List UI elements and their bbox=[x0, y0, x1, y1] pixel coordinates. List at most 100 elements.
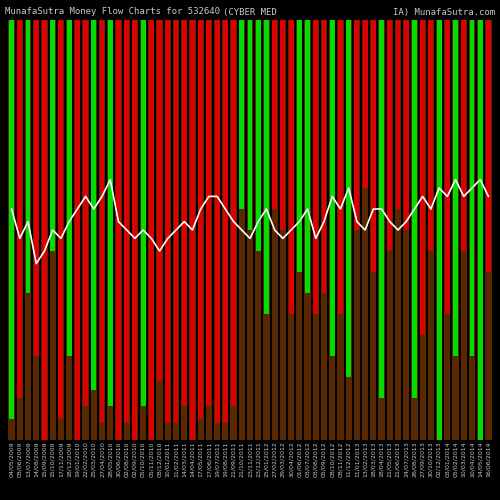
Bar bbox=[264, 20, 270, 440]
Bar bbox=[469, 20, 475, 440]
Bar bbox=[8, 20, 14, 440]
Bar bbox=[470, 20, 474, 356]
Bar bbox=[182, 20, 186, 406]
Bar bbox=[238, 20, 245, 440]
Bar bbox=[83, 20, 88, 406]
Bar bbox=[33, 20, 40, 440]
Bar bbox=[428, 20, 434, 251]
Bar bbox=[214, 20, 220, 423]
Bar bbox=[395, 20, 401, 440]
Bar bbox=[16, 20, 23, 440]
Bar bbox=[58, 20, 64, 419]
Bar bbox=[50, 20, 55, 251]
Bar bbox=[90, 20, 97, 440]
Bar bbox=[412, 20, 418, 440]
Bar bbox=[404, 20, 408, 230]
Bar bbox=[288, 20, 294, 314]
Bar bbox=[107, 20, 114, 440]
Bar bbox=[66, 20, 71, 356]
Text: (CYBER MED: (CYBER MED bbox=[223, 8, 277, 16]
Bar bbox=[156, 20, 162, 440]
Bar bbox=[132, 20, 138, 440]
Bar bbox=[198, 20, 204, 440]
Bar bbox=[264, 20, 269, 314]
Bar bbox=[486, 20, 492, 440]
Bar bbox=[460, 20, 467, 440]
Bar bbox=[420, 20, 426, 440]
Bar bbox=[412, 20, 417, 398]
Bar bbox=[230, 20, 236, 440]
Bar bbox=[477, 20, 484, 440]
Bar bbox=[378, 20, 384, 440]
Bar bbox=[99, 20, 105, 440]
Bar bbox=[371, 20, 376, 272]
Bar bbox=[148, 20, 154, 440]
Bar bbox=[428, 20, 434, 440]
Bar bbox=[18, 20, 22, 398]
Bar bbox=[330, 20, 334, 356]
Bar bbox=[34, 20, 38, 356]
Bar bbox=[436, 20, 442, 440]
Bar bbox=[314, 20, 318, 314]
Bar bbox=[25, 20, 31, 440]
Bar bbox=[288, 20, 294, 440]
Bar bbox=[82, 20, 88, 440]
Bar bbox=[321, 20, 327, 440]
Bar bbox=[173, 20, 179, 440]
Bar bbox=[396, 20, 400, 209]
Bar bbox=[50, 20, 56, 440]
Bar bbox=[312, 20, 319, 440]
Bar bbox=[420, 20, 425, 335]
Bar bbox=[132, 20, 138, 440]
Bar bbox=[462, 20, 466, 251]
Bar bbox=[386, 20, 393, 440]
Bar bbox=[445, 20, 450, 314]
Bar bbox=[42, 20, 48, 440]
Bar bbox=[58, 20, 64, 440]
Bar bbox=[280, 20, 286, 440]
Bar bbox=[206, 20, 212, 440]
Bar bbox=[272, 20, 277, 209]
Bar bbox=[164, 20, 171, 440]
Bar bbox=[478, 20, 482, 440]
Bar bbox=[231, 20, 236, 406]
Bar bbox=[346, 20, 352, 440]
Bar bbox=[108, 20, 112, 406]
Bar bbox=[74, 20, 80, 440]
Bar bbox=[346, 20, 351, 377]
Bar bbox=[354, 20, 360, 230]
Bar bbox=[198, 20, 203, 419]
Bar bbox=[403, 20, 409, 440]
Bar bbox=[9, 20, 14, 419]
Bar bbox=[297, 20, 302, 272]
Bar bbox=[214, 20, 220, 440]
Bar bbox=[100, 20, 104, 423]
Text: IA) MunafaSutra.com: IA) MunafaSutra.com bbox=[393, 8, 495, 16]
Bar bbox=[280, 20, 285, 230]
Bar bbox=[42, 20, 47, 440]
Bar bbox=[486, 20, 491, 272]
Bar bbox=[444, 20, 450, 440]
Bar bbox=[75, 20, 80, 440]
Bar bbox=[222, 20, 228, 440]
Bar bbox=[26, 20, 30, 293]
Bar bbox=[304, 20, 310, 440]
Bar bbox=[247, 20, 253, 440]
Bar bbox=[140, 20, 145, 406]
Bar bbox=[362, 20, 368, 188]
Bar bbox=[362, 20, 368, 440]
Bar bbox=[305, 20, 310, 293]
Bar bbox=[272, 20, 278, 440]
Bar bbox=[124, 20, 130, 440]
Bar bbox=[157, 20, 162, 381]
Text: MunafaSutra Money Flow Charts for 532640: MunafaSutra Money Flow Charts for 532640 bbox=[5, 8, 220, 16]
Bar bbox=[166, 20, 170, 423]
Bar bbox=[256, 20, 260, 251]
Bar bbox=[149, 20, 154, 440]
Bar bbox=[116, 20, 121, 440]
Bar bbox=[329, 20, 336, 440]
Bar bbox=[140, 20, 146, 440]
Bar bbox=[388, 20, 392, 251]
Bar bbox=[379, 20, 384, 398]
Bar bbox=[190, 20, 196, 440]
